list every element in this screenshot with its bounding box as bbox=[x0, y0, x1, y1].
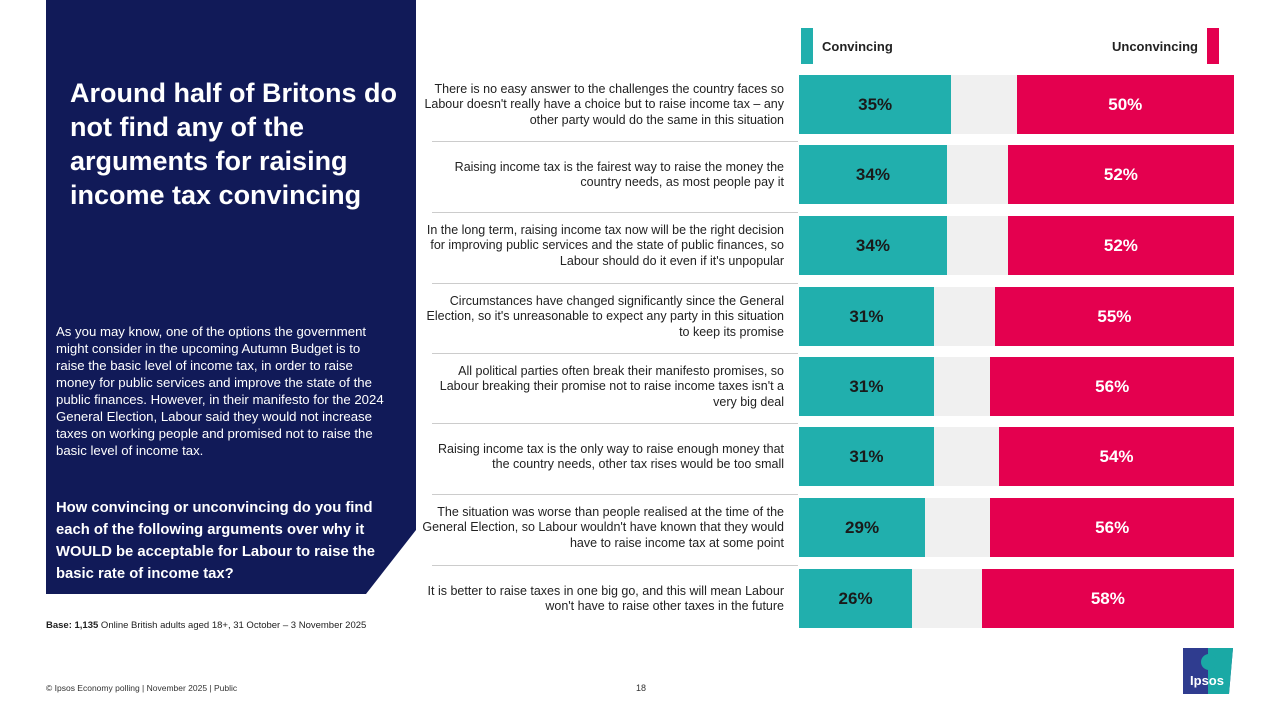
category-label: The situation was worse than people real… bbox=[422, 504, 784, 550]
page-title: Around half of Britons do not find any o… bbox=[70, 78, 397, 210]
legend-swatch-unconvincing bbox=[1206, 28, 1219, 64]
row-divider bbox=[432, 283, 798, 284]
category-label: Raising income tax is the only way to ra… bbox=[437, 441, 784, 472]
bar-convincing: 34% bbox=[799, 216, 947, 275]
ipsos-logo: Ipsos bbox=[1183, 648, 1233, 694]
bar-unconvincing: 50% bbox=[1016, 75, 1234, 134]
footer: © Ipsos Economy polling | November 2025 … bbox=[46, 683, 238, 693]
title-panel: Around half of Britons do not find any o… bbox=[46, 0, 416, 594]
bar-unconvincing: 56% bbox=[990, 498, 1234, 557]
category-label: There is no easy answer to the challenge… bbox=[424, 81, 784, 127]
category-label: All political parties often break their … bbox=[439, 363, 784, 409]
row-divider bbox=[432, 141, 798, 142]
bar-unconvincing: 55% bbox=[994, 287, 1234, 346]
category-label: Raising income tax is the fairest way to… bbox=[454, 159, 784, 190]
bar-convincing: 35% bbox=[799, 75, 952, 134]
row-divider bbox=[432, 565, 798, 566]
legend-convincing: Convincing bbox=[801, 28, 893, 64]
svg-text:Ipsos: Ipsos bbox=[1190, 673, 1224, 688]
category-label: In the long term, raising income tax now… bbox=[426, 222, 784, 268]
row-divider bbox=[432, 353, 798, 354]
bar-unconvincing: 54% bbox=[999, 427, 1234, 486]
base-note: Base: 1,135 Online British adults aged 1… bbox=[46, 620, 366, 631]
bar-convincing: 31% bbox=[799, 357, 934, 416]
bar-unconvincing: 52% bbox=[1007, 145, 1234, 204]
bar-convincing: 26% bbox=[799, 569, 913, 628]
legend-label-unconvincing: Unconvincing bbox=[1112, 38, 1198, 54]
row-divider bbox=[432, 212, 798, 213]
base-label: Base: 1,135 bbox=[46, 620, 99, 631]
row-divider bbox=[432, 423, 798, 424]
category-label: It is better to raise taxes in one big g… bbox=[427, 583, 784, 614]
legend-label-convincing: Convincing bbox=[822, 38, 893, 54]
intro-text: As you may know, one of the options the … bbox=[56, 324, 384, 458]
category-label: Circumstances have changed significantly… bbox=[426, 293, 784, 339]
legend-swatch-convincing bbox=[801, 28, 813, 64]
bar-convincing: 34% bbox=[799, 145, 947, 204]
question-text: How convincing or unconvincing do you fi… bbox=[56, 500, 376, 582]
bar-convincing: 29% bbox=[799, 498, 926, 557]
bar-convincing: 31% bbox=[799, 287, 934, 346]
base-text: Online British adults aged 18+, 31 Octob… bbox=[98, 620, 367, 631]
bar-unconvincing: 58% bbox=[981, 569, 1234, 628]
page-number: 18 bbox=[636, 683, 647, 693]
row-divider bbox=[432, 494, 798, 495]
bar-unconvincing: 56% bbox=[990, 357, 1234, 416]
bar-unconvincing: 52% bbox=[1007, 216, 1234, 275]
bar-convincing: 31% bbox=[799, 427, 934, 486]
legend-unconvincing: Unconvincing bbox=[1112, 28, 1219, 64]
